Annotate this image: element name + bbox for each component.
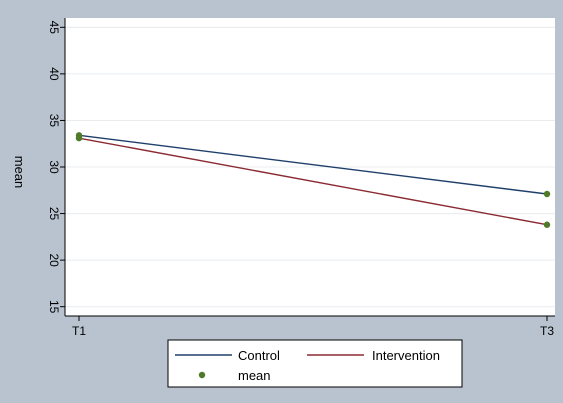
mean-markers	[75, 132, 551, 228]
legend-box	[167, 339, 463, 388]
y-tick-label: 40	[47, 67, 61, 81]
y-tick-label: 25	[47, 207, 61, 221]
y-tick-label: 20	[47, 253, 61, 267]
y-tick-label: 35	[47, 114, 61, 128]
series-lines	[78, 134, 548, 226]
x-tick-label: T1	[72, 324, 86, 338]
y-tick-label: 15	[47, 300, 61, 314]
y-tick-label: 30	[47, 160, 61, 174]
intervention-line	[78, 137, 548, 226]
y-tick-label: 45	[47, 21, 61, 35]
legend-intervention-label: Intervention	[372, 348, 440, 363]
control-line	[78, 134, 548, 195]
gridlines	[65, 26, 555, 308]
legend-mean-label: mean	[238, 368, 271, 383]
legend: Control Intervention mean	[167, 339, 463, 388]
x-tick-label: T3	[540, 324, 554, 338]
intervention-mean-point	[75, 134, 83, 142]
control-mean-point	[543, 190, 551, 198]
legend-mean-marker	[198, 371, 206, 379]
intervention-mean-point	[543, 221, 551, 228]
axes: 15 20 25 30 35 40 45 T1 T3	[47, 18, 555, 338]
legend-control-label: Control	[238, 348, 280, 363]
y-axis-label: mean	[12, 156, 27, 189]
